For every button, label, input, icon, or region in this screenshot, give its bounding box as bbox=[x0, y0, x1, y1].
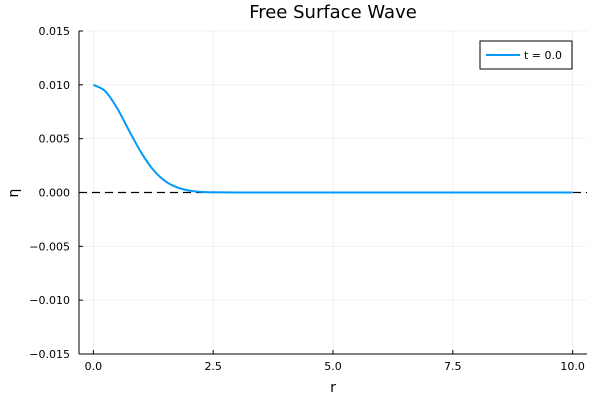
y-tick-label: 0.015 bbox=[39, 25, 71, 38]
x-ticks: 0.0 2.5 5.0 7.5 10.0 bbox=[85, 350, 585, 373]
chart-title: Free Surface Wave bbox=[249, 2, 417, 23]
y-axis-title: η bbox=[6, 189, 22, 198]
x-tick-label: 2.5 bbox=[204, 360, 222, 373]
y-tick-label: −0.015 bbox=[29, 348, 70, 361]
y-tick-label: 0.010 bbox=[39, 79, 71, 92]
x-tick-label: 7.5 bbox=[444, 360, 462, 373]
y-tick-label: 0.000 bbox=[39, 187, 71, 200]
y-tick-label: 0.005 bbox=[39, 133, 71, 146]
series-line bbox=[92, 83, 573, 194]
series-group bbox=[92, 83, 573, 194]
y-ticks: −0.015 −0.010 −0.005 0.000 0.005 0.010 0.015 bbox=[29, 25, 83, 361]
x-tick-label: 5.0 bbox=[324, 360, 342, 373]
y-tick-label: −0.010 bbox=[29, 294, 70, 307]
x-tick-label: 10.0 bbox=[560, 360, 585, 373]
legend: t = 0.0 bbox=[479, 40, 573, 70]
x-axis-title: r bbox=[330, 380, 336, 396]
x-tick-label: 0.0 bbox=[85, 360, 103, 373]
legend-label: t = 0.0 bbox=[524, 49, 562, 62]
y-tick-label: −0.005 bbox=[29, 240, 70, 253]
